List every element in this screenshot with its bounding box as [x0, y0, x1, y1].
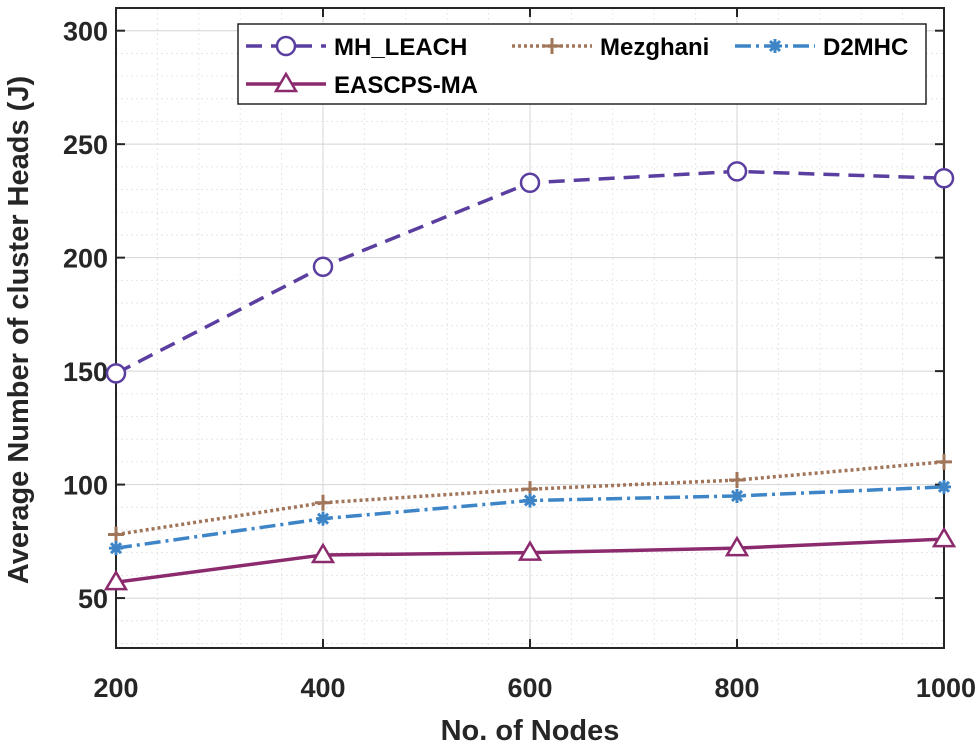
series-mezghani	[108, 453, 952, 543]
triangle-marker-shape	[310, 542, 336, 564]
data-point	[103, 569, 129, 591]
series-mh-leach	[105, 161, 955, 384]
triangle-marker-shape	[931, 526, 957, 548]
legend-marker	[544, 38, 560, 54]
triangle-marker-shape	[273, 71, 299, 93]
x-tick-label: 600	[507, 673, 552, 703]
data-point	[933, 167, 955, 189]
data-point	[517, 540, 543, 561]
data-point	[726, 161, 748, 182]
plus-marker-shape	[108, 526, 124, 543]
triangle-marker-shape	[724, 535, 750, 557]
data-point	[108, 526, 124, 543]
data-point	[937, 479, 951, 494]
data-point	[109, 541, 123, 556]
legend-entry: D2MHC	[735, 34, 908, 61]
data-point	[523, 493, 537, 508]
circle-marker-shape	[105, 363, 127, 384]
legend-label: MH_LEACH	[334, 34, 467, 61]
asterisk-marker-shape	[109, 541, 123, 556]
y-tick-label: 50	[78, 584, 108, 614]
data-point	[519, 172, 541, 194]
triangle-marker-shape	[517, 540, 543, 561]
asterisk-marker-shape	[730, 488, 744, 503]
data-point	[936, 453, 952, 470]
y-tick-label: 300	[63, 17, 108, 47]
series-eascps-ma	[103, 526, 957, 591]
y-tick-label: 150	[63, 357, 108, 387]
asterisk-marker-shape	[316, 511, 330, 526]
plus-marker-shape	[544, 38, 560, 54]
data-point	[724, 535, 750, 557]
y-tick-label: 100	[63, 471, 108, 501]
circle-marker-shape	[519, 172, 541, 194]
legend-label: EASCPS-MA	[334, 72, 478, 99]
data-point	[316, 511, 330, 526]
legend-box	[237, 23, 927, 105]
y-axis-label: Average Number of cluster Heads (J)	[3, 76, 35, 584]
plus-marker-shape	[936, 453, 952, 470]
x-tick-label: 200	[93, 673, 138, 703]
circle-marker-shape	[933, 167, 955, 189]
asterisk-marker-shape	[937, 479, 951, 494]
circle-marker-shape	[726, 161, 748, 182]
legend-entry: MH_LEACH	[246, 34, 467, 61]
y-tick-label: 250	[63, 130, 108, 160]
legend: MH_LEACH Mezghani D2MHC EASCPS-MA	[237, 23, 927, 105]
data-point	[730, 488, 744, 503]
data-point	[312, 256, 334, 277]
asterisk-marker-shape	[523, 493, 537, 508]
data-point	[315, 494, 331, 511]
y-tick-label: 200	[63, 244, 108, 274]
series-d2mhc	[109, 479, 951, 556]
legend-marker	[273, 71, 299, 93]
x-axis-label: No. of Nodes	[441, 715, 620, 747]
legend-entry: EASCPS-MA	[246, 71, 478, 99]
x-tick-label: 1000	[916, 673, 976, 703]
data-point	[105, 363, 127, 384]
circle-marker-shape	[275, 35, 297, 57]
legend-marker	[768, 39, 782, 53]
data-point	[931, 526, 957, 548]
legend-marker	[275, 35, 297, 57]
asterisk-marker-shape	[768, 39, 782, 53]
data-point	[729, 472, 745, 489]
legend-label: Mezghani	[600, 34, 709, 61]
y-axis-ticks: 50 100 150 200 250 300	[63, 17, 944, 614]
circle-marker-shape	[312, 256, 334, 277]
x-tick-label: 400	[300, 673, 345, 703]
x-axis-ticks: 200 400 600 800 1000	[93, 8, 976, 703]
legend-label: D2MHC	[823, 34, 908, 61]
x-tick-label: 800	[714, 673, 759, 703]
triangle-marker-shape	[103, 569, 129, 591]
series-layer	[103, 161, 957, 591]
plus-marker-shape	[729, 472, 745, 489]
legend-entry: Mezghani	[512, 34, 709, 61]
plus-marker-shape	[315, 494, 331, 511]
data-point	[310, 542, 336, 564]
